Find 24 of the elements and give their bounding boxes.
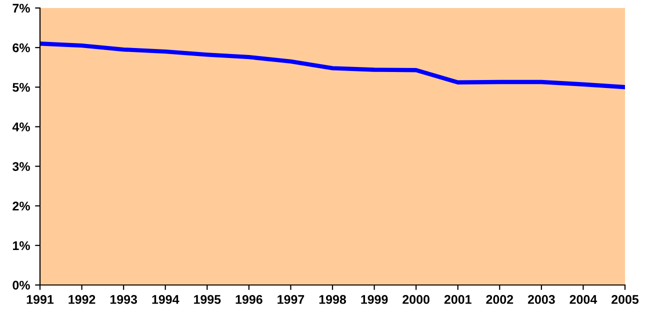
x-tick-label: 1994 [152, 295, 180, 304]
y-tick-label: 5% [12, 82, 30, 92]
y-tick-label: 6% [12, 43, 30, 52]
x-tick-label: 2005 [612, 295, 639, 304]
x-tick-label: 1995 [194, 295, 221, 304]
x-tick-label: 1991 [26, 295, 54, 304]
x-tick-label: 1998 [319, 295, 346, 304]
y-tick-label: 2% [12, 202, 30, 210]
x-tick-label: 1992 [68, 295, 96, 304]
y-tick-label: 1% [13, 241, 30, 250]
y-tick-label: 0% [12, 280, 30, 290]
y-tick-label: 7% [12, 4, 30, 13]
x-tick-label: 2002 [486, 295, 514, 304]
x-tick-label: 2001 [444, 295, 472, 304]
y-tick-label: 4% [12, 122, 30, 132]
x-tick-label: 2003 [528, 295, 555, 304]
x-tick-label: 1996 [236, 295, 262, 304]
x-tick-label: 1999 [361, 295, 388, 304]
x-tick-label: 1993 [110, 295, 138, 304]
x-tick-label: 1997 [278, 295, 304, 304]
y-tick-label: 3% [12, 162, 30, 171]
line-series [40, 42, 625, 90]
x-tick-label: 2004 [570, 295, 598, 304]
x-tick-label: 2000 [402, 295, 430, 304]
